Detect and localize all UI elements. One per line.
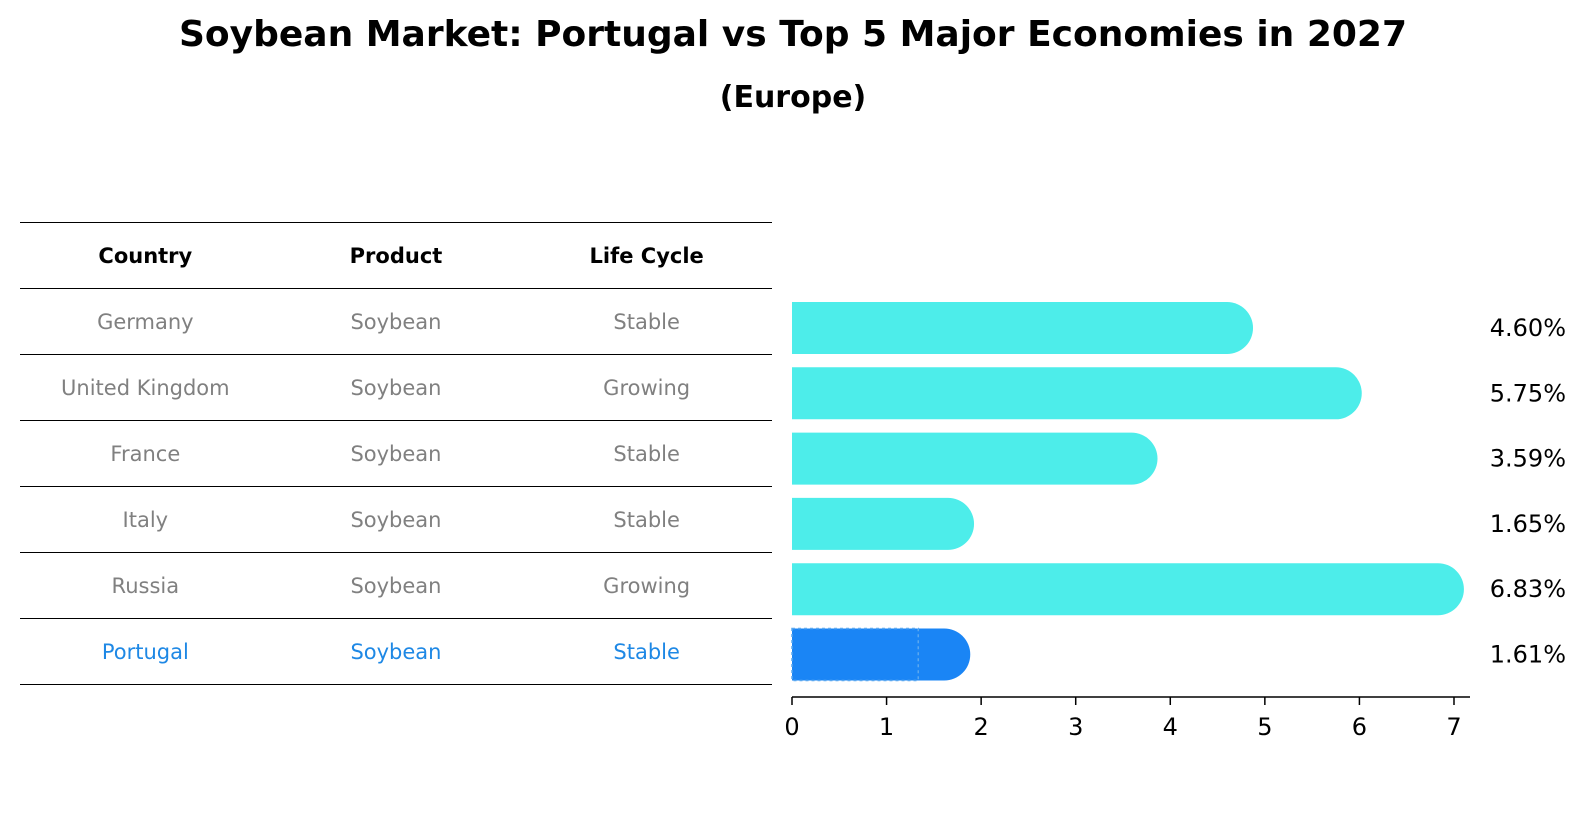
x-tick-label: 0	[784, 713, 799, 741]
bar	[792, 563, 1464, 616]
country-cell: Italy	[20, 486, 271, 553]
x-tick-label: 3	[1068, 713, 1083, 741]
country-cell: Russia	[20, 552, 271, 619]
bar	[792, 367, 1362, 420]
product-cell: Soybean	[270, 288, 522, 355]
bar-highlight-outline	[791, 627, 920, 682]
table-row: Germany Soybean Stable	[20, 288, 772, 355]
life-cycle-cell: Growing	[521, 354, 772, 421]
market-table: Country Product Life Cycle Germany Soybe…	[20, 222, 772, 685]
header-country: Country	[20, 222, 271, 289]
table-row: Italy Soybean Stable	[20, 486, 772, 553]
x-tick-label: 5	[1257, 713, 1272, 741]
life-cycle-cell: Stable	[521, 420, 772, 487]
value-label: 3.59%	[1490, 445, 1566, 473]
table-row: United Kingdom Soybean Growing	[20, 354, 772, 421]
value-label: 4.60%	[1490, 314, 1566, 342]
country-cell: United Kingdom	[20, 354, 271, 421]
bar-highlighted	[792, 628, 971, 681]
life-cycle-cell: Growing	[521, 552, 772, 619]
value-label: 1.61%	[1490, 641, 1566, 669]
chart-subtitle: (Europe)	[719, 80, 867, 115]
bar	[792, 432, 1158, 485]
product-cell: Soybean	[270, 618, 522, 685]
table-row-highlighted: Portugal Soybean Stable	[20, 618, 772, 685]
x-tick-label: 7	[1446, 713, 1461, 741]
life-cycle-cell: Stable	[521, 486, 772, 553]
product-cell: Soybean	[270, 420, 522, 487]
value-label: 5.75%	[1490, 379, 1566, 407]
chart-title: Soybean Market: Portugal vs Top 5 Major …	[178, 14, 1408, 55]
product-cell: Soybean	[270, 486, 522, 553]
x-tick-label: 2	[973, 713, 988, 741]
table-row: France Soybean Stable	[20, 420, 772, 487]
life-cycle-cell: Stable	[521, 288, 772, 355]
product-cell: Soybean	[270, 354, 522, 421]
country-cell: Germany	[20, 288, 271, 355]
header-life-cycle: Life Cycle	[521, 222, 772, 289]
x-tick-label: 1	[879, 713, 894, 741]
life-cycle-cell: Stable	[521, 618, 772, 685]
header-product: Product	[270, 222, 522, 289]
value-label: 1.65%	[1490, 510, 1566, 538]
bar	[792, 302, 1254, 354]
bar	[792, 497, 975, 550]
product-cell: Soybean	[270, 552, 522, 619]
x-tick-label: 6	[1352, 713, 1367, 741]
table-header-row: Country Product Life Cycle	[20, 222, 772, 289]
country-cell: Portugal	[20, 618, 271, 685]
value-label: 6.83%	[1490, 575, 1566, 603]
country-cell: France	[20, 420, 271, 487]
table-row: Russia Soybean Growing	[20, 552, 772, 619]
x-tick-label: 4	[1163, 713, 1178, 741]
